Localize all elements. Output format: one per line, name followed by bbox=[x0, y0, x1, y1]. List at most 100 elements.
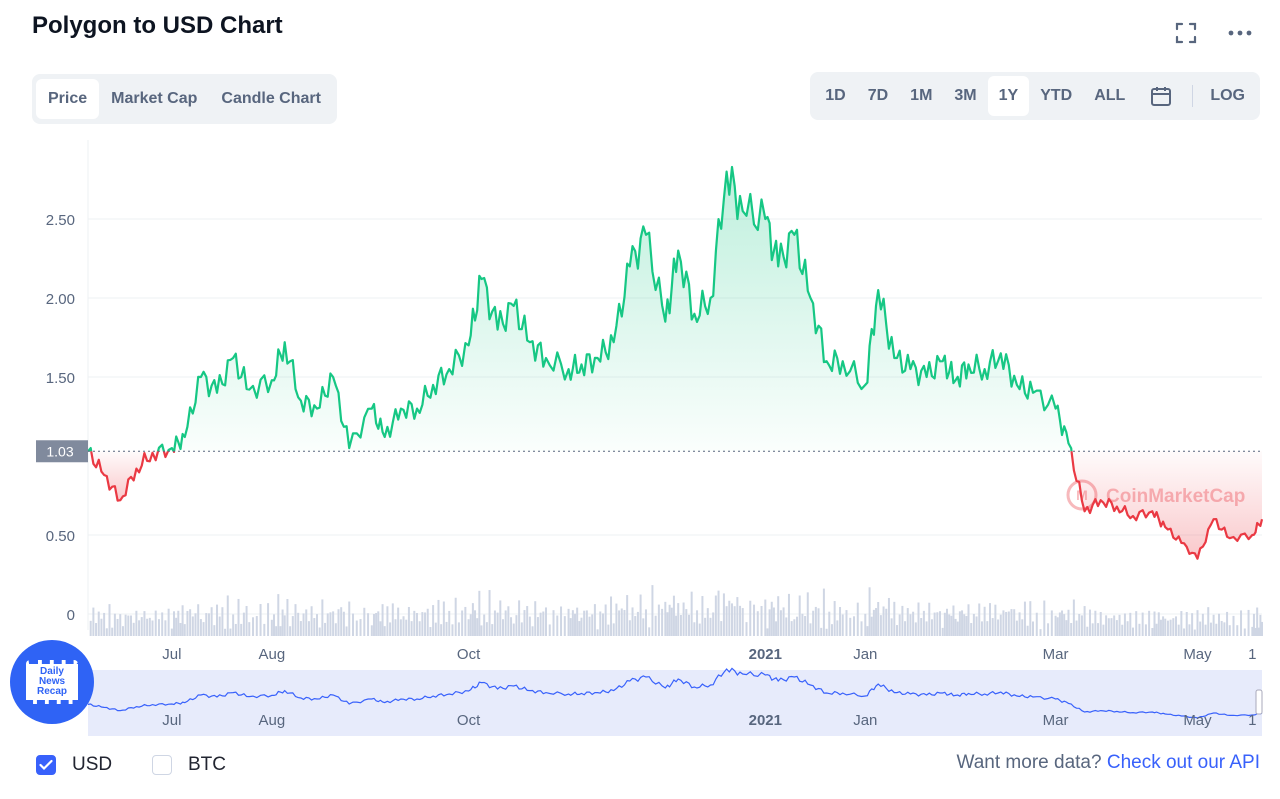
volume-bar bbox=[237, 598, 240, 636]
range-7d[interactable]: 7D bbox=[867, 87, 889, 104]
x-tick-label: Jan bbox=[853, 646, 877, 663]
more-icon[interactable] bbox=[1228, 22, 1252, 44]
volume-bar bbox=[628, 620, 631, 636]
volume-bar bbox=[105, 628, 108, 636]
volume-bar bbox=[391, 603, 394, 636]
range-1m[interactable]: 1M bbox=[910, 87, 933, 104]
volume-bar bbox=[1121, 624, 1124, 636]
volume-bar bbox=[496, 612, 499, 636]
volume-bar bbox=[958, 611, 961, 636]
navigator-tick-label: 1 bbox=[1248, 712, 1256, 729]
volume-bar bbox=[442, 601, 445, 636]
volume-bar bbox=[552, 610, 555, 636]
api-promo: Want more data? Check out our API bbox=[957, 752, 1260, 774]
fullscreen-icon[interactable] bbox=[1174, 22, 1198, 44]
volume-bar bbox=[213, 625, 216, 636]
volume-bar bbox=[445, 621, 448, 636]
volume-bar bbox=[868, 587, 871, 636]
area-down bbox=[91, 451, 158, 501]
volume-bar bbox=[186, 610, 189, 636]
navigator-tick-label: Jan bbox=[853, 712, 877, 729]
volume-bar bbox=[1174, 616, 1177, 636]
range-1d[interactable]: 1D bbox=[825, 87, 846, 104]
volume-bar bbox=[1026, 625, 1029, 636]
volume-bar bbox=[291, 616, 294, 636]
volume-bar bbox=[890, 618, 893, 636]
volume-bar bbox=[574, 613, 577, 636]
volume-bar bbox=[1129, 612, 1132, 636]
volume-bar bbox=[1010, 609, 1013, 636]
volume-bar bbox=[1193, 629, 1196, 636]
volume-bar bbox=[1072, 599, 1075, 636]
calendar-icon[interactable] bbox=[1136, 76, 1186, 116]
volume-bar bbox=[1035, 612, 1038, 636]
volume-bar bbox=[386, 606, 389, 636]
volume-bar bbox=[523, 610, 526, 636]
volume-bar bbox=[975, 616, 978, 636]
volume-bar bbox=[1118, 614, 1121, 636]
volume-bar bbox=[1261, 621, 1263, 636]
volume-bar bbox=[591, 614, 594, 636]
volume-bar bbox=[956, 621, 959, 636]
volume-bar bbox=[1259, 614, 1262, 636]
volume-bar bbox=[1166, 620, 1169, 636]
line-down bbox=[90, 451, 160, 502]
volume-bar bbox=[1021, 619, 1024, 636]
usd-checkbox[interactable] bbox=[36, 755, 56, 775]
volume-bar bbox=[943, 612, 946, 636]
volume-bar bbox=[138, 620, 141, 636]
volume-bar bbox=[179, 623, 182, 636]
volume-bar bbox=[415, 612, 418, 636]
tab-price[interactable]: Price bbox=[36, 79, 100, 119]
volume-bar bbox=[259, 604, 262, 636]
volume-bar bbox=[501, 619, 504, 636]
volume-bar bbox=[814, 606, 817, 636]
tab-candle-chart[interactable]: Candle Chart bbox=[221, 90, 321, 107]
volume-bar bbox=[657, 604, 660, 636]
volume-bar bbox=[318, 627, 321, 636]
volume-bar bbox=[1188, 624, 1191, 636]
volume-bar bbox=[882, 606, 885, 636]
volume-bar bbox=[478, 590, 481, 636]
volume-bar bbox=[127, 615, 130, 636]
legend-usd[interactable]: USD bbox=[36, 754, 112, 776]
volume-bar bbox=[375, 613, 378, 636]
volume-bar bbox=[240, 623, 243, 636]
volume-bar bbox=[474, 610, 477, 636]
api-link[interactable]: Check out our API bbox=[1106, 752, 1260, 773]
volume-bar bbox=[833, 601, 836, 636]
volume-bar bbox=[639, 594, 642, 636]
volume-bar bbox=[793, 619, 796, 636]
volume-bar bbox=[359, 619, 362, 636]
btc-checkbox[interactable] bbox=[152, 755, 172, 775]
volume-bar bbox=[1102, 624, 1105, 636]
navigator-handle[interactable] bbox=[1255, 689, 1263, 715]
volume-bar bbox=[270, 619, 273, 636]
btc-label: BTC bbox=[188, 754, 226, 775]
volume-bar bbox=[476, 618, 479, 636]
price-chart[interactable]: 1.03 0 0.50 1.50 2.00 2.50 Jul Aug Oct 2021 Jan M… bbox=[0, 130, 1280, 740]
volume-bar bbox=[1257, 627, 1260, 636]
volume-bar bbox=[248, 622, 251, 636]
volume-bar bbox=[706, 608, 709, 636]
volume-bar bbox=[1058, 612, 1061, 636]
volume-bar bbox=[1191, 613, 1194, 636]
range-ytd[interactable]: YTD bbox=[1040, 87, 1073, 104]
range-3m[interactable]: 3M bbox=[954, 87, 977, 104]
x-tick-label: Mar bbox=[1043, 646, 1069, 663]
volume-bar bbox=[1162, 616, 1165, 636]
range-1y[interactable]: 1Y bbox=[987, 76, 1030, 116]
volume-bar bbox=[289, 626, 292, 636]
tab-market-cap[interactable]: Market Cap bbox=[111, 90, 198, 107]
legend-btc[interactable]: BTC bbox=[152, 754, 226, 776]
volume-bar bbox=[914, 622, 917, 636]
volume-bar bbox=[1232, 615, 1235, 636]
log-toggle[interactable]: LOG bbox=[1210, 87, 1245, 104]
volume-bar bbox=[770, 601, 773, 636]
volume-bar bbox=[544, 607, 547, 636]
y-tick-label: 0.50 bbox=[46, 528, 75, 545]
volume-bar bbox=[1138, 623, 1141, 636]
volume-bar bbox=[756, 611, 759, 636]
volume-bar bbox=[154, 610, 157, 636]
range-all[interactable]: ALL bbox=[1094, 87, 1126, 104]
